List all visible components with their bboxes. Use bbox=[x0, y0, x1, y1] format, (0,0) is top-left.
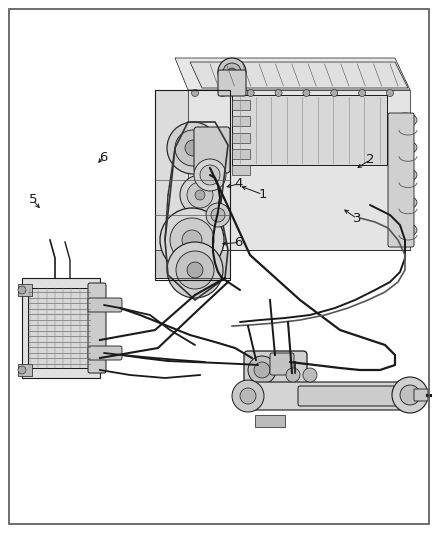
FancyBboxPatch shape bbox=[88, 283, 106, 373]
Bar bbox=[18, 364, 32, 376]
Circle shape bbox=[392, 377, 428, 413]
FancyBboxPatch shape bbox=[388, 113, 414, 247]
Circle shape bbox=[191, 90, 198, 96]
FancyBboxPatch shape bbox=[218, 70, 246, 96]
Polygon shape bbox=[155, 90, 230, 278]
Circle shape bbox=[175, 130, 211, 166]
FancyBboxPatch shape bbox=[194, 127, 230, 173]
Text: 6: 6 bbox=[99, 151, 107, 164]
Circle shape bbox=[206, 203, 230, 227]
Circle shape bbox=[180, 175, 220, 215]
Circle shape bbox=[176, 251, 214, 289]
Circle shape bbox=[167, 122, 219, 174]
Bar bbox=[232, 116, 250, 126]
Circle shape bbox=[18, 366, 26, 374]
FancyBboxPatch shape bbox=[232, 95, 387, 165]
FancyBboxPatch shape bbox=[255, 415, 285, 427]
Circle shape bbox=[167, 242, 223, 298]
Circle shape bbox=[18, 286, 26, 294]
Circle shape bbox=[247, 90, 254, 96]
Ellipse shape bbox=[393, 168, 417, 182]
Circle shape bbox=[248, 356, 276, 384]
Ellipse shape bbox=[393, 223, 417, 237]
Bar bbox=[232, 149, 250, 159]
Text: 5: 5 bbox=[28, 193, 37, 206]
Circle shape bbox=[228, 68, 236, 76]
Bar bbox=[18, 284, 32, 296]
Circle shape bbox=[200, 165, 220, 185]
Circle shape bbox=[303, 368, 317, 382]
Circle shape bbox=[187, 182, 213, 208]
Circle shape bbox=[218, 58, 246, 86]
Polygon shape bbox=[155, 250, 230, 278]
Text: 1: 1 bbox=[258, 188, 267, 201]
Bar bbox=[232, 165, 250, 175]
Text: 4: 4 bbox=[234, 177, 243, 190]
Ellipse shape bbox=[393, 196, 417, 209]
FancyBboxPatch shape bbox=[244, 351, 307, 409]
Polygon shape bbox=[175, 58, 410, 90]
Circle shape bbox=[211, 208, 225, 222]
Circle shape bbox=[170, 218, 214, 262]
Circle shape bbox=[386, 90, 393, 96]
Circle shape bbox=[331, 90, 338, 96]
Circle shape bbox=[219, 90, 226, 96]
Ellipse shape bbox=[393, 141, 417, 155]
Text: 3: 3 bbox=[353, 212, 361, 225]
Circle shape bbox=[160, 208, 224, 272]
Circle shape bbox=[194, 159, 226, 191]
Ellipse shape bbox=[393, 113, 417, 127]
Circle shape bbox=[286, 368, 300, 382]
Circle shape bbox=[359, 90, 366, 96]
Bar bbox=[28, 288, 90, 368]
Circle shape bbox=[232, 380, 264, 412]
Circle shape bbox=[182, 230, 202, 250]
Bar bbox=[232, 100, 250, 110]
Circle shape bbox=[187, 262, 203, 278]
Polygon shape bbox=[188, 90, 410, 250]
FancyBboxPatch shape bbox=[88, 346, 122, 360]
FancyBboxPatch shape bbox=[270, 353, 294, 375]
Polygon shape bbox=[22, 278, 100, 378]
Circle shape bbox=[254, 362, 270, 378]
Bar bbox=[232, 133, 250, 142]
FancyBboxPatch shape bbox=[245, 382, 406, 410]
Circle shape bbox=[223, 63, 241, 81]
Text: 2: 2 bbox=[366, 154, 374, 166]
Circle shape bbox=[303, 90, 310, 96]
Circle shape bbox=[400, 385, 420, 405]
Text: 6: 6 bbox=[234, 236, 243, 249]
FancyBboxPatch shape bbox=[88, 298, 122, 312]
Circle shape bbox=[275, 90, 282, 96]
Polygon shape bbox=[190, 62, 408, 88]
Bar bbox=[28, 288, 90, 368]
FancyBboxPatch shape bbox=[414, 389, 428, 401]
Circle shape bbox=[240, 388, 256, 404]
FancyBboxPatch shape bbox=[298, 386, 422, 406]
Circle shape bbox=[195, 190, 205, 200]
Circle shape bbox=[185, 140, 201, 156]
